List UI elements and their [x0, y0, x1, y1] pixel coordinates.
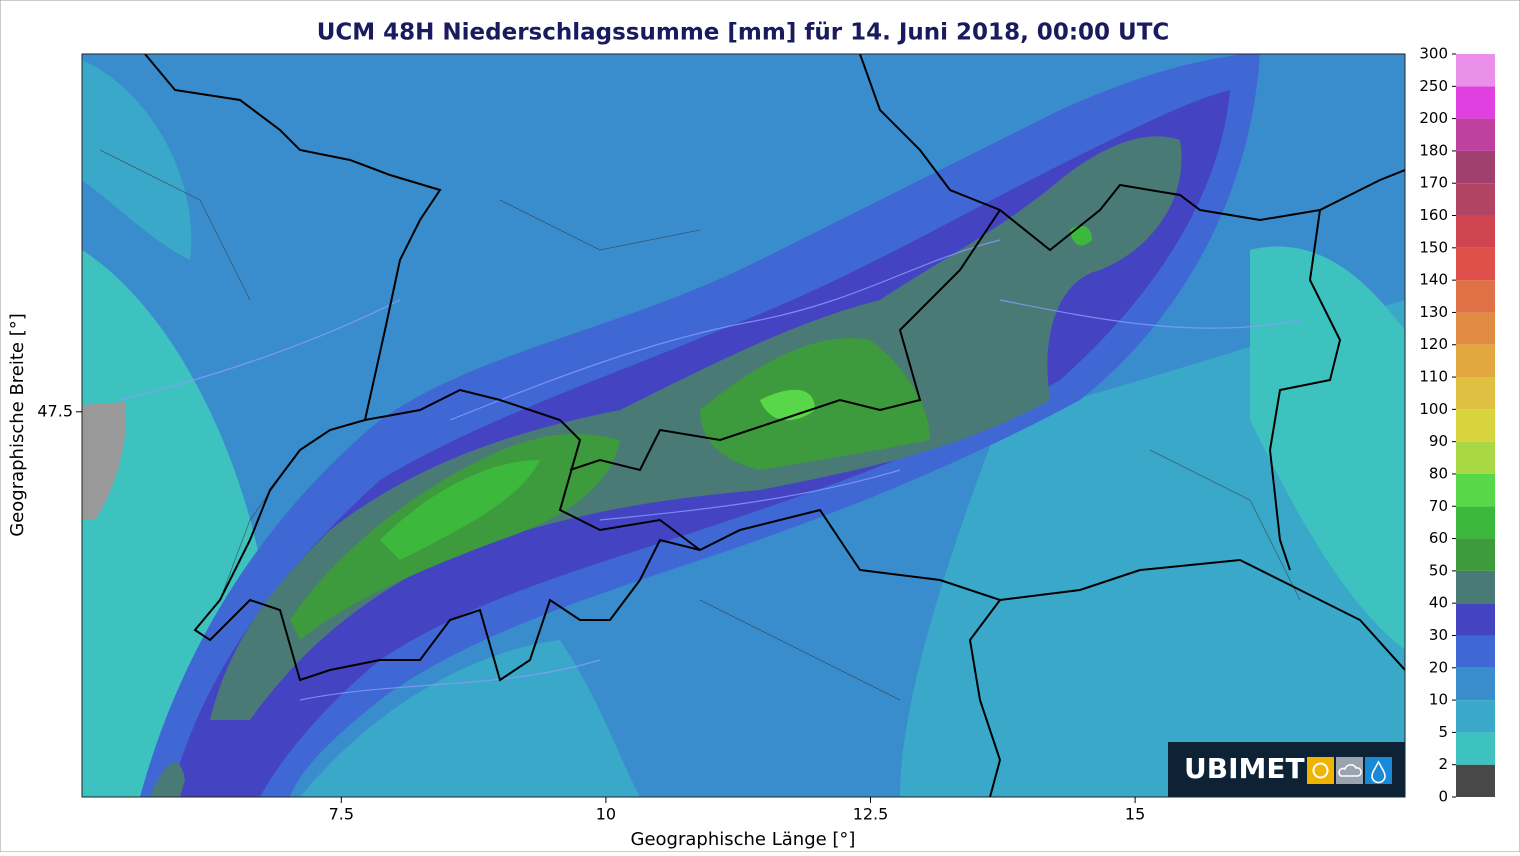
colorbar-segment — [1456, 377, 1495, 410]
colorbar-label: 160 — [1419, 206, 1448, 224]
colorbar-segment — [1456, 732, 1495, 765]
logo: UBIMET — [1168, 742, 1405, 797]
colorbar-label: 150 — [1419, 238, 1448, 256]
colorbar-label: 20 — [1429, 658, 1448, 676]
colorbar-label: 2 — [1438, 755, 1448, 773]
colorbar-segment — [1456, 409, 1495, 442]
colorbar-segment — [1456, 312, 1495, 345]
colorbar-segment — [1456, 118, 1495, 151]
colorbar-segment — [1456, 280, 1495, 313]
colorbar-label: 30 — [1429, 626, 1448, 644]
colorbar-segment — [1456, 764, 1495, 797]
colorbar-segment — [1456, 344, 1495, 378]
colorbar-segment — [1456, 183, 1495, 216]
colorbar-label: 5 — [1438, 723, 1448, 741]
colorbar-label: 50 — [1429, 561, 1448, 579]
colorbar-segment — [1456, 86, 1495, 119]
x-tick-label: 7.5 — [329, 805, 354, 824]
colorbar-segment — [1456, 538, 1495, 571]
x-tick-label: 12.5 — [853, 805, 889, 824]
colorbar-label: 10 — [1429, 691, 1448, 709]
colorbar-segment — [1456, 441, 1495, 474]
colorbar-label: 120 — [1419, 335, 1448, 353]
colorbar-label: 90 — [1429, 432, 1448, 450]
cloud-symbol — [1338, 764, 1362, 777]
colorbar-segment — [1456, 603, 1495, 636]
colorbar-label: 40 — [1429, 594, 1448, 612]
colorbar-label: 80 — [1429, 464, 1448, 482]
colorbar-label: 100 — [1419, 400, 1448, 418]
colorbar-label: 70 — [1429, 497, 1448, 515]
x-axis-label: Geographische Länge [°] — [631, 829, 856, 850]
colorbar-segment — [1456, 247, 1495, 281]
colorbar-segment — [1456, 473, 1495, 507]
colorbar-segment — [1456, 570, 1495, 604]
colorbar-label: 300 — [1419, 45, 1448, 63]
logo-text: UBIMET — [1184, 752, 1305, 785]
colorbar-label: 60 — [1429, 529, 1448, 547]
colorbar-segment — [1456, 150, 1495, 184]
colorbar-label: 200 — [1419, 109, 1448, 127]
colorbar-label: 140 — [1419, 271, 1448, 289]
plot-frame — [81, 53, 1406, 798]
colorbar-segment — [1456, 635, 1495, 668]
colorbar-label: 0 — [1438, 788, 1448, 806]
colorbar-label: 130 — [1419, 303, 1448, 321]
sun-icon — [1307, 757, 1334, 784]
colorbar-label: 180 — [1419, 141, 1448, 159]
y-axis-label: Geographische Breite [°] — [7, 313, 28, 537]
y-tick-label: 47.5 — [37, 401, 73, 420]
x-tick-label: 10 — [596, 805, 616, 824]
colorbar-segment — [1456, 215, 1495, 248]
cloud-icon — [1336, 757, 1363, 784]
colorbar-label: 250 — [1419, 77, 1448, 95]
precip-field — [82, 54, 1405, 797]
colorbar-segment — [1456, 506, 1495, 539]
colorbar-segment — [1456, 700, 1495, 733]
x-tick-label: 15 — [1125, 805, 1145, 824]
drop-symbol — [1371, 760, 1386, 784]
colorbar-segment — [1456, 54, 1495, 87]
colorbar-label: 170 — [1419, 174, 1448, 192]
map-title: UCM 48H Niederschlagssumme [mm] für 14. … — [317, 20, 1170, 46]
colorbar-label: 110 — [1419, 368, 1448, 386]
colorbar-segment — [1456, 667, 1495, 701]
sun-symbol — [1312, 762, 1329, 779]
